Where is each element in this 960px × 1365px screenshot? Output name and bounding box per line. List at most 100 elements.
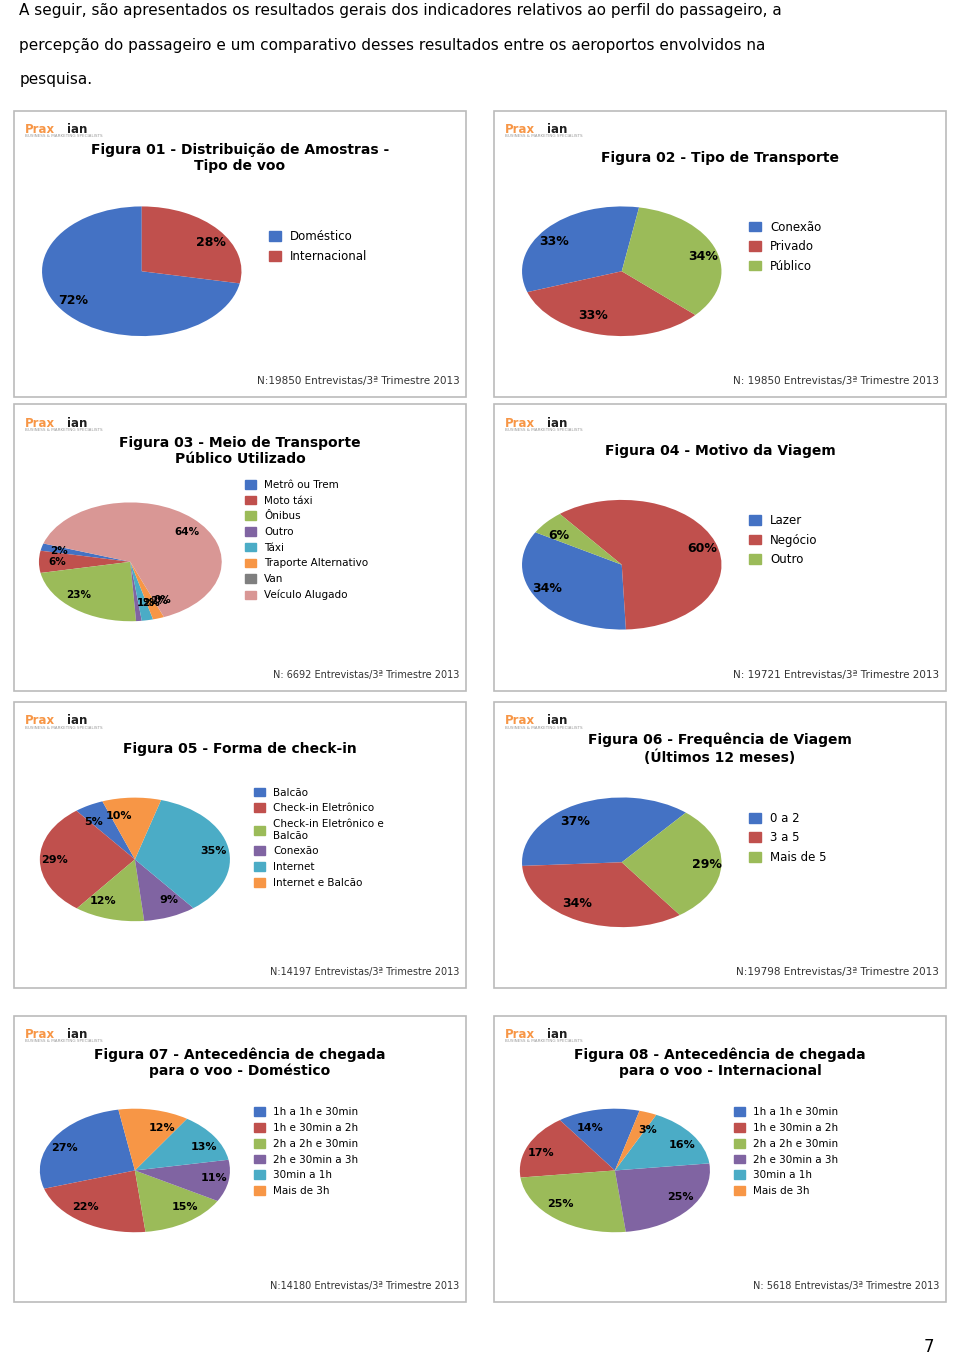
Text: A seguir, são apresentados os resultados gerais dos indicadores relativos ao per: A seguir, são apresentados os resultados…	[19, 3, 782, 87]
Text: ian: ian	[67, 714, 88, 728]
Text: 1%: 1%	[136, 598, 155, 609]
Text: 2%: 2%	[142, 598, 160, 607]
Wedge shape	[131, 562, 164, 617]
Text: 6%: 6%	[49, 557, 66, 566]
Wedge shape	[118, 1108, 187, 1170]
Text: 6%: 6%	[548, 528, 569, 542]
Text: ian: ian	[67, 1028, 88, 1041]
Wedge shape	[142, 206, 242, 284]
Wedge shape	[131, 562, 153, 621]
Text: 37%: 37%	[561, 815, 590, 829]
Text: 72%: 72%	[58, 293, 88, 307]
Text: 29%: 29%	[41, 854, 68, 864]
Text: BUSINESS & MARKETING SPECIALISTS: BUSINESS & MARKETING SPECIALISTS	[25, 726, 103, 729]
Legend: Metrô ou Trem, Moto táxi, Ônibus, Outro, Táxi, Traporte Alternativo, Van, Veícul: Metrô ou Trem, Moto táxi, Ônibus, Outro,…	[245, 480, 368, 601]
Wedge shape	[42, 206, 240, 336]
Text: 15%: 15%	[172, 1201, 198, 1212]
Text: Figura 04 - Motivo da Viagem: Figura 04 - Motivo da Viagem	[605, 444, 835, 459]
Text: ian: ian	[547, 416, 568, 430]
FancyBboxPatch shape	[13, 1016, 467, 1302]
Wedge shape	[560, 500, 722, 629]
FancyBboxPatch shape	[13, 702, 467, 988]
Text: Prax: Prax	[505, 416, 536, 430]
FancyBboxPatch shape	[13, 111, 467, 397]
Wedge shape	[522, 206, 639, 292]
Text: N:19850 Entrevistas/3ª Trimestre 2013: N:19850 Entrevistas/3ª Trimestre 2013	[256, 377, 459, 386]
Text: Prax: Prax	[25, 714, 56, 728]
Text: 25%: 25%	[667, 1192, 693, 1203]
Text: BUSINESS & MARKETING SPECIALISTS: BUSINESS & MARKETING SPECIALISTS	[505, 135, 583, 138]
Text: N:14197 Entrevistas/3ª Trimestre 2013: N:14197 Entrevistas/3ª Trimestre 2013	[270, 968, 459, 977]
Text: BUSINESS & MARKETING SPECIALISTS: BUSINESS & MARKETING SPECIALISTS	[25, 135, 103, 138]
Text: BUSINESS & MARKETING SPECIALISTS: BUSINESS & MARKETING SPECIALISTS	[25, 1040, 103, 1043]
Text: BUSINESS & MARKETING SPECIALISTS: BUSINESS & MARKETING SPECIALISTS	[505, 429, 583, 431]
Wedge shape	[40, 1110, 135, 1189]
Text: Prax: Prax	[505, 714, 536, 728]
Wedge shape	[527, 272, 695, 336]
Wedge shape	[131, 562, 164, 620]
Wedge shape	[520, 1170, 626, 1233]
Wedge shape	[522, 797, 685, 865]
Text: N: 6692 Entrevistas/3ª Trimestre 2013: N: 6692 Entrevistas/3ª Trimestre 2013	[273, 670, 459, 680]
Text: 7: 7	[924, 1338, 934, 1357]
FancyBboxPatch shape	[493, 404, 947, 691]
FancyBboxPatch shape	[493, 1016, 947, 1302]
Text: N:19798 Entrevistas/3ª Trimestre 2013: N:19798 Entrevistas/3ª Trimestre 2013	[736, 968, 939, 977]
Wedge shape	[40, 811, 135, 908]
Wedge shape	[615, 1163, 710, 1231]
Wedge shape	[43, 502, 222, 617]
Legend: 1h a 1h e 30min, 1h e 30min a 2h, 2h a 2h e 30min, 2h e 30min a 3h, 30min a 1h, : 1h a 1h e 30min, 1h e 30min a 2h, 2h a 2…	[734, 1107, 838, 1196]
Text: 2%: 2%	[51, 546, 68, 557]
Text: 16%: 16%	[669, 1140, 696, 1151]
Wedge shape	[522, 532, 626, 629]
Text: 34%: 34%	[532, 581, 562, 595]
Text: 0%: 0%	[154, 595, 172, 606]
Text: Prax: Prax	[505, 123, 536, 136]
Wedge shape	[103, 797, 161, 860]
Wedge shape	[131, 562, 142, 621]
Wedge shape	[522, 863, 680, 927]
Text: 14%: 14%	[576, 1123, 603, 1133]
Text: 64%: 64%	[174, 527, 200, 536]
Legend: 1h a 1h e 30min, 1h e 30min a 2h, 2h a 2h e 30min, 2h e 30min a 3h, 30min a 1h, : 1h a 1h e 30min, 1h e 30min a 2h, 2h a 2…	[254, 1107, 358, 1196]
Text: ian: ian	[67, 416, 88, 430]
Legend: Conexão, Privado, Público: Conexão, Privado, Público	[749, 221, 821, 273]
Text: Figura 02 - Tipo de Transporte: Figura 02 - Tipo de Transporte	[601, 150, 839, 165]
Text: ian: ian	[547, 1028, 568, 1041]
Text: 17%: 17%	[527, 1148, 554, 1158]
Legend: 0 a 2, 3 a 5, Mais de 5: 0 a 2, 3 a 5, Mais de 5	[749, 812, 827, 864]
Text: 33%: 33%	[539, 235, 568, 248]
Wedge shape	[39, 550, 131, 573]
Wedge shape	[622, 207, 722, 315]
Text: ian: ian	[67, 123, 88, 136]
FancyBboxPatch shape	[13, 404, 467, 691]
Text: 22%: 22%	[72, 1201, 99, 1212]
Text: BUSINESS & MARKETING SPECIALISTS: BUSINESS & MARKETING SPECIALISTS	[25, 429, 103, 431]
Text: 3%: 3%	[638, 1125, 657, 1134]
Text: BUSINESS & MARKETING SPECIALISTS: BUSINESS & MARKETING SPECIALISTS	[505, 1040, 583, 1043]
Wedge shape	[135, 1119, 228, 1170]
Text: 27%: 27%	[52, 1143, 78, 1153]
Text: 60%: 60%	[687, 542, 717, 556]
Text: Figura 05 - Forma de check-in: Figura 05 - Forma de check-in	[123, 741, 357, 756]
Wedge shape	[560, 1108, 639, 1170]
Text: Prax: Prax	[505, 1028, 536, 1041]
Wedge shape	[135, 860, 193, 921]
Text: ian: ian	[547, 714, 568, 728]
Text: 5%: 5%	[84, 816, 103, 827]
Wedge shape	[40, 543, 131, 562]
Wedge shape	[615, 1115, 709, 1170]
Text: Figura 01 - Distribuição de Amostras -
Tipo de voo: Figura 01 - Distribuição de Amostras - T…	[91, 142, 389, 173]
Text: N: 5618 Entrevistas/3ª Trimestre 2013: N: 5618 Entrevistas/3ª Trimestre 2013	[753, 1282, 939, 1291]
Wedge shape	[77, 860, 144, 921]
Wedge shape	[77, 801, 135, 860]
Text: 35%: 35%	[201, 846, 227, 856]
Text: 23%: 23%	[66, 590, 91, 599]
Text: 25%: 25%	[547, 1200, 573, 1209]
Wedge shape	[40, 562, 136, 621]
Wedge shape	[622, 812, 722, 915]
Text: 34%: 34%	[687, 250, 718, 263]
Text: BUSINESS & MARKETING SPECIALISTS: BUSINESS & MARKETING SPECIALISTS	[505, 726, 583, 729]
Wedge shape	[44, 1170, 146, 1233]
Wedge shape	[135, 1160, 230, 1201]
